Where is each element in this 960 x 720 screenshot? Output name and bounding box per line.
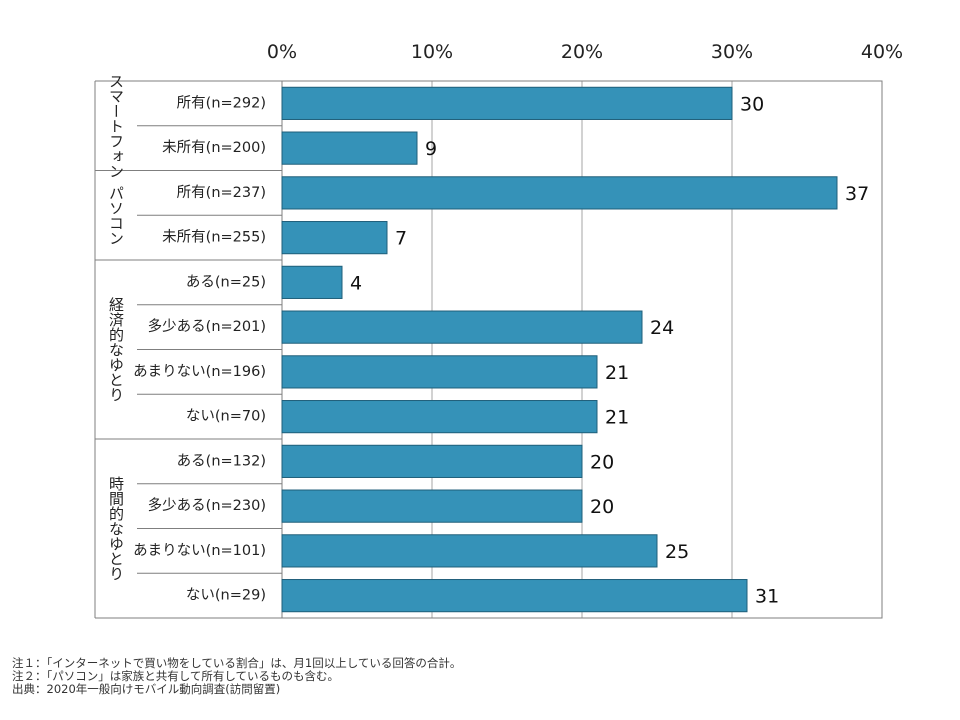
group-label: 時間的なゆとり [107, 476, 125, 581]
value-label: 7 [395, 228, 407, 250]
footnote-1: 注１：「インターネットで買い物をしている割合」は、月1回以上している回答の合計。 [12, 656, 462, 670]
source-note: 出典：2020年一般向けモバイル動向調査(訪問留置) [12, 682, 281, 696]
value-label: 37 [845, 183, 869, 205]
value-label: 25 [665, 541, 689, 563]
row-label: あまりない(n=196) [133, 363, 266, 380]
x-tick-label: 40% [861, 41, 903, 63]
value-label: 20 [590, 451, 614, 473]
group-label: 経済的なゆとり [107, 297, 125, 402]
row-label: 所有(n=292) [177, 94, 266, 111]
row-label: ない(n=70) [186, 408, 266, 425]
row-label: 未所有(n=200) [162, 139, 266, 156]
footnotes: 注１：「インターネットで買い物をしている割合」は、月1回以上している回答の合計。… [12, 657, 461, 696]
x-tick-label: 0% [267, 41, 297, 63]
bar [281, 355, 598, 389]
value-label: 30 [740, 93, 764, 115]
bar [281, 86, 733, 120]
row-label: 未所有(n=255) [162, 229, 266, 246]
bar [281, 310, 643, 344]
x-tick-label: 20% [561, 41, 603, 63]
bar [281, 579, 748, 613]
bar [281, 131, 418, 165]
row-label: 所有(n=237) [177, 184, 266, 201]
value-label: 21 [605, 362, 629, 384]
bar [281, 176, 838, 210]
bar [281, 444, 583, 478]
value-label: 31 [755, 586, 779, 608]
bar [281, 534, 658, 568]
group-label: パソコン [107, 185, 125, 245]
bar [281, 221, 388, 255]
footnote-2: 注２：「パソコン」は家族と共有して所有しているものも含む。 [12, 669, 340, 683]
value-label: 9 [425, 138, 437, 160]
bar [281, 400, 598, 434]
row-label: 多少ある(n=201) [148, 318, 266, 335]
x-tick-label: 10% [411, 41, 453, 63]
row-label: ない(n=29) [186, 587, 266, 604]
value-label: 21 [605, 407, 629, 429]
row-label: あまりない(n=101) [133, 542, 266, 559]
row-label: ある(n=25) [186, 273, 266, 290]
value-label: 24 [650, 317, 674, 339]
value-label: 20 [590, 496, 614, 518]
row-label: ある(n=132) [177, 452, 266, 469]
x-tick-label: 30% [711, 41, 753, 63]
value-label: 4 [350, 272, 362, 294]
bar [281, 489, 583, 523]
group-label: スマートフォン [107, 73, 125, 178]
bar [281, 265, 343, 299]
row-label: 多少ある(n=230) [148, 497, 266, 514]
